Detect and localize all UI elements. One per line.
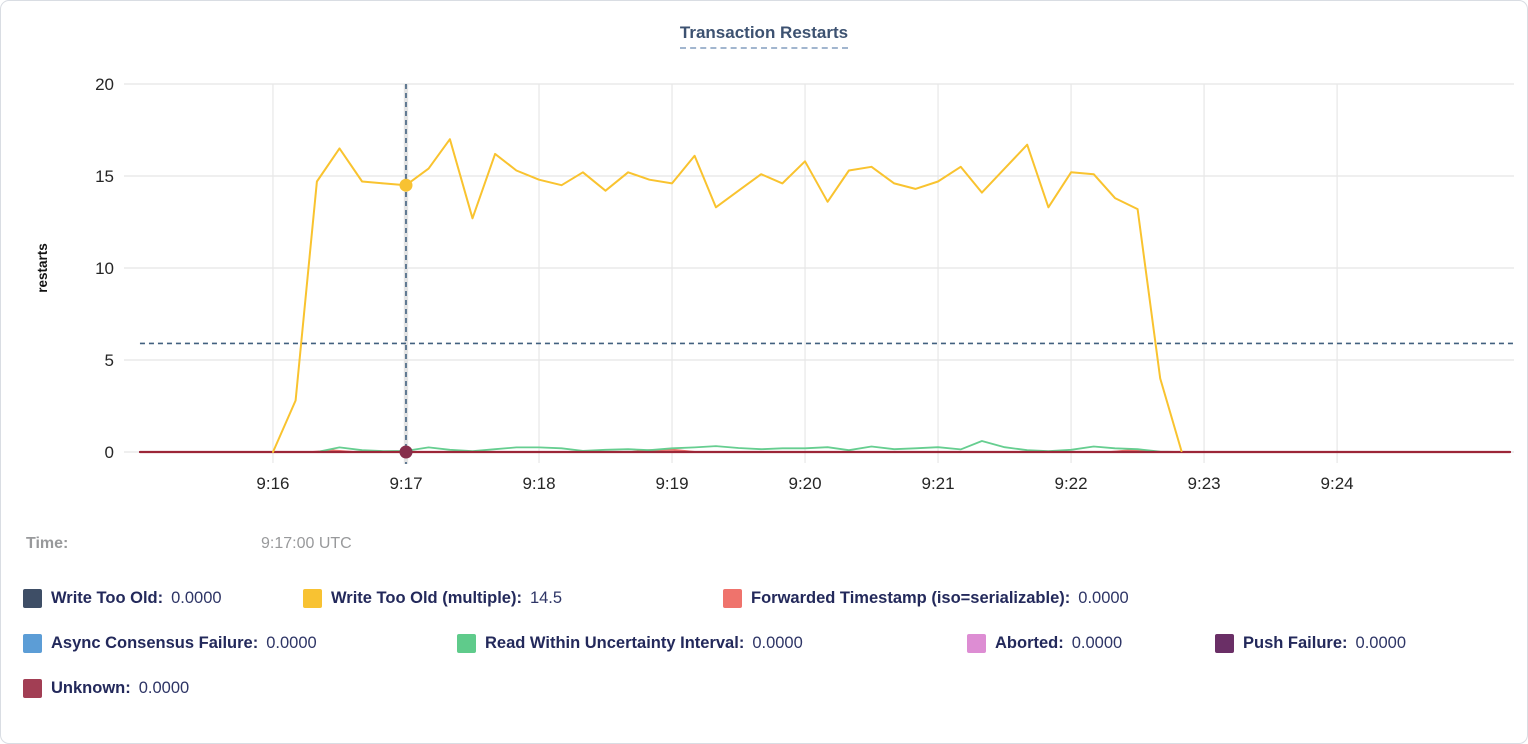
legend-label: Push Failure:: [1243, 634, 1348, 652]
legend-value: 0.0000: [138, 679, 190, 697]
x-tick-label: 9:16: [256, 474, 289, 493]
legend-value: 0.0000: [1355, 634, 1406, 652]
legend-item-read-within-uncertainty-interval: Read Within Uncertainty Interval: 0.0000: [457, 634, 803, 653]
legend-value: 14.5: [529, 589, 563, 607]
y-tick-label: 0: [105, 443, 114, 462]
legend-swatch: [303, 589, 322, 608]
y-tick-label: 20: [95, 75, 114, 94]
legend-row: Async Consensus Failure: 0.0000 Read Withi…: [1, 634, 1527, 658]
legend-swatch: [457, 634, 476, 653]
crosshair-dot: [399, 178, 413, 192]
legend-label: Unknown:: [51, 679, 131, 697]
x-tick-label: 9:22: [1055, 474, 1088, 493]
x-tick-label: 9:19: [655, 474, 688, 493]
legend-item-write-too-old-multiple: Write Too Old (multiple): 14.5: [303, 589, 562, 608]
legend-item-forwarded-timestamp-iso-serializable: Forwarded Timestamp (iso=serializable): 0…: [723, 589, 1129, 608]
legend-value: 0.0000: [171, 589, 222, 607]
legend-value: 0.0000: [1071, 634, 1123, 652]
legend-label: Forwarded Timestamp (iso=serializable):: [751, 589, 1071, 607]
legend-item-async-consensus-failure: Async Consensus Failure: 0.0000: [23, 634, 317, 653]
legend-swatch: [723, 589, 742, 608]
chart-title[interactable]: Transaction Restarts: [679, 23, 849, 49]
time-value: 9:17:00 UTC: [261, 535, 352, 552]
legend-item-aborted: Aborted: 0.0000: [967, 634, 1122, 653]
x-tick-label: 9:24: [1321, 474, 1354, 493]
legend-label: Async Consensus Failure:: [51, 634, 259, 652]
y-tick-label: 15: [95, 167, 114, 186]
legend-item-push-failure: Push Failure: 0.0000: [1215, 634, 1406, 653]
x-tick-label: 9:20: [788, 474, 821, 493]
legend-row: Unknown: 0.0000: [1, 679, 1527, 703]
legend-label: Read Within Uncertainty Interval:: [485, 634, 745, 652]
chart-title-wrap: Transaction Restarts: [1, 23, 1527, 49]
series-line-read-within-uncertainty-interval: [315, 440, 1183, 453]
x-tick-label: 9:21: [922, 474, 955, 493]
legend-label: Write Too Old (multiple):: [331, 589, 522, 607]
x-tick-label: 9:17: [389, 474, 422, 493]
hover-time-row: Time: 9:17:00 UTC: [1, 535, 1527, 559]
legend-label: Aborted:: [995, 634, 1064, 652]
legend-value: 0.0000: [266, 634, 317, 652]
time-label: Time:: [26, 535, 69, 552]
legend-swatch: [967, 634, 986, 653]
legend-value: 0.0000: [1078, 589, 1129, 607]
legend-swatch: [23, 589, 42, 608]
series-line-write-too-old-multiple: [272, 138, 1183, 453]
y-tick-label: 5: [105, 351, 114, 370]
y-tick-label: 10: [95, 259, 114, 278]
x-tick-label: 9:18: [522, 474, 555, 493]
transaction-restarts-chart[interactable]: 0 5 10 15 20 9:16 9:17 9:18 9:19 9:20 9:21 9:22 9:23…: [1, 1, 1527, 513]
legend-label: Write Too Old:: [51, 589, 164, 607]
crosshair-dot: [399, 445, 413, 459]
x-tick-label: 9:23: [1188, 474, 1221, 493]
y-axis-label: restarts: [35, 243, 50, 293]
legend-swatch: [23, 679, 42, 698]
legend-swatch: [1215, 634, 1234, 653]
legend-item-write-too-old: Write Too Old: 0.0000: [23, 589, 222, 608]
legend-swatch: [23, 634, 42, 653]
legend-item-unknown: Unknown: 0.0000: [23, 679, 189, 698]
legend-row: Write Too Old: 0.0000 Write Too Old (multi…: [1, 589, 1527, 613]
legend-value: 0.0000: [752, 634, 803, 652]
